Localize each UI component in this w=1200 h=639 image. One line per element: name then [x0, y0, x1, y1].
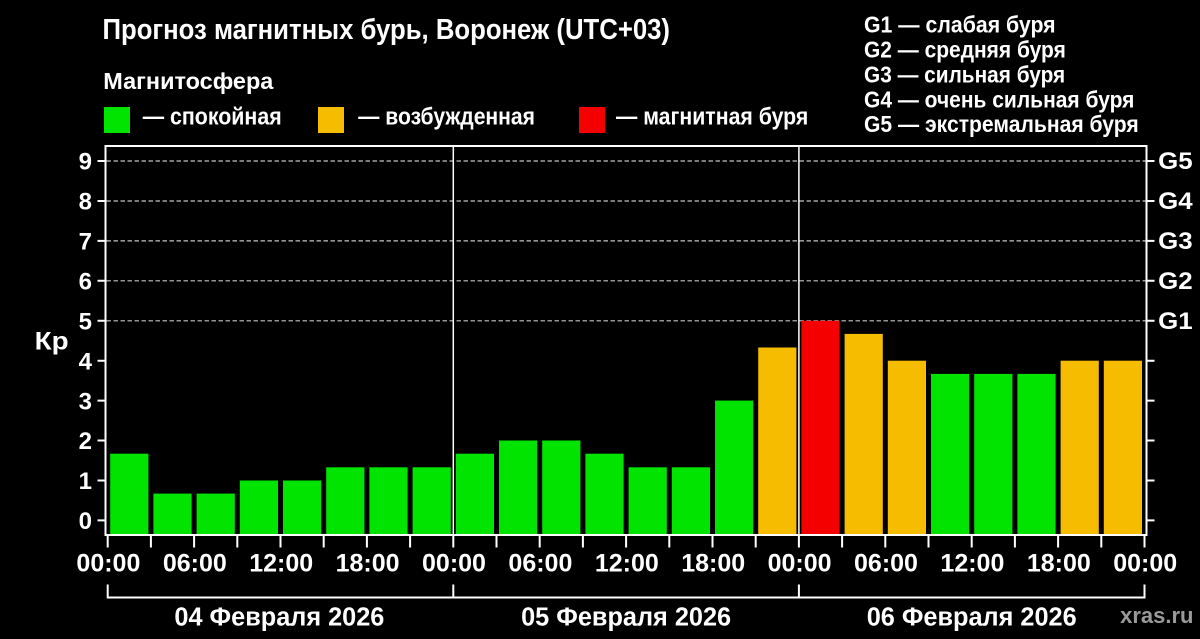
svg-text:G3: G3 [1158, 228, 1193, 255]
svg-text:18:00: 18:00 [1027, 550, 1091, 578]
svg-text:2: 2 [79, 428, 92, 455]
svg-text:12:00: 12:00 [595, 550, 659, 578]
svg-text:5: 5 [79, 308, 92, 335]
svg-text:3: 3 [79, 388, 92, 415]
svg-text:xras.ru: xras.ru [1120, 603, 1193, 628]
svg-text:G2 — средняя буря: G2 — средняя буря [864, 37, 1066, 63]
svg-text:Кр: Кр [35, 327, 69, 355]
svg-text:— магнитная буря: — магнитная буря [616, 103, 808, 130]
svg-text:1: 1 [79, 468, 92, 495]
svg-text:6: 6 [79, 269, 92, 296]
svg-text:06:00: 06:00 [508, 550, 572, 578]
svg-text:8: 8 [79, 189, 92, 216]
svg-text:4: 4 [79, 348, 93, 375]
svg-text:18:00: 18:00 [681, 550, 745, 578]
svg-text:Магнитосфера: Магнитосфера [103, 68, 273, 94]
svg-text:12:00: 12:00 [940, 550, 1004, 578]
svg-text:04 Февраля 2026: 04 Февраля 2026 [174, 604, 384, 632]
svg-text:G5: G5 [1158, 148, 1193, 175]
svg-text:9: 9 [79, 149, 92, 176]
svg-text:— возбужденная: — возбужденная [358, 103, 535, 130]
svg-text:06:00: 06:00 [163, 550, 227, 578]
svg-text:00:00: 00:00 [1113, 550, 1177, 578]
svg-text:00:00: 00:00 [76, 550, 140, 578]
svg-text:12:00: 12:00 [249, 550, 313, 578]
svg-text:18:00: 18:00 [336, 550, 400, 578]
svg-text:06 Февраля 2026: 06 Февраля 2026 [867, 604, 1077, 632]
svg-text:7: 7 [79, 229, 92, 256]
svg-text:00:00: 00:00 [422, 550, 486, 578]
svg-text:0: 0 [79, 508, 92, 535]
svg-text:G5 — экстремальная буря: G5 — экстремальная буря [864, 111, 1139, 137]
svg-text:06:00: 06:00 [854, 550, 918, 578]
svg-text:00:00: 00:00 [768, 550, 832, 578]
svg-text:G3 — сильная буря: G3 — сильная буря [864, 61, 1065, 87]
svg-text:G2: G2 [1158, 268, 1193, 295]
svg-text:G1 — слабая буря: G1 — слабая буря [864, 12, 1056, 38]
svg-text:G1: G1 [1158, 308, 1193, 335]
svg-text:05 Февраля 2026: 05 Февраля 2026 [521, 604, 731, 632]
svg-text:G4 — очень сильная буря: G4 — очень сильная буря [864, 86, 1134, 112]
svg-text:Прогноз магнитных бурь, Вороне: Прогноз магнитных бурь, Воронеж (UTC+03) [103, 14, 671, 46]
svg-text:— спокойная: — спокойная [143, 103, 282, 130]
svg-text:G4: G4 [1158, 188, 1193, 215]
